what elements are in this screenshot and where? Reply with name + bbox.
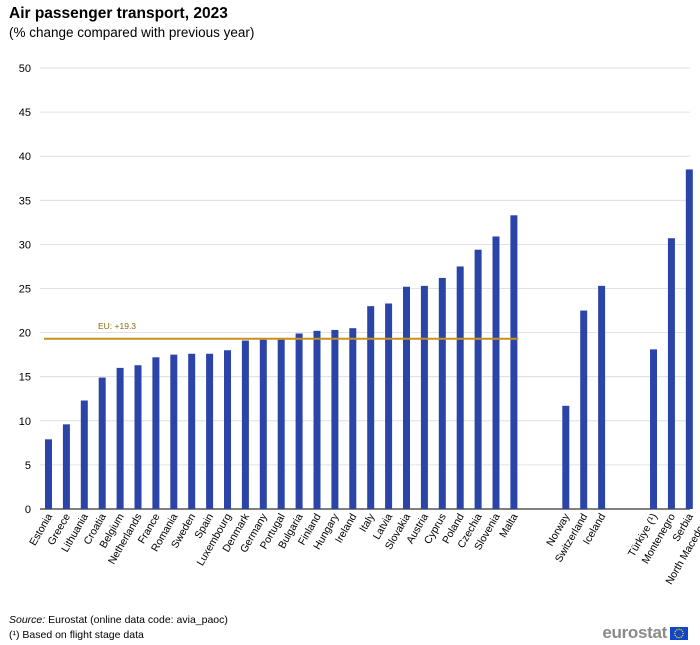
bar <box>295 333 303 509</box>
bar <box>438 277 446 509</box>
bar <box>650 349 658 509</box>
y-tick-label: 40 <box>19 151 31 163</box>
bar <box>241 340 249 509</box>
eu-flag-icon <box>670 626 688 640</box>
bar-chart: 0 5 10 15 20 25 30 35 40 45 50 EU: +19.3 EstoniaGr… <box>19 63 700 587</box>
chart-title: Air passenger transport, 2023 <box>9 5 228 22</box>
y-tick-label: 0 <box>25 504 31 516</box>
bar <box>580 310 588 509</box>
y-tick-label: 5 <box>25 460 31 472</box>
y-tick-label: 50 <box>19 63 31 75</box>
bar <box>45 439 52 509</box>
bar <box>62 424 70 509</box>
flag-star <box>676 628 678 631</box>
flag-star <box>681 630 684 632</box>
y-tick-label: 45 <box>19 107 31 119</box>
y-tick-label: 25 <box>19 284 31 296</box>
eu-reference: EU: +19.3 <box>44 321 519 340</box>
x-axis-category-labels: EstoniaGreeceLithuaniaCroatiaBelgiumNeth… <box>27 511 700 587</box>
bar <box>259 339 267 509</box>
bar <box>277 339 285 509</box>
bar <box>492 236 500 509</box>
flag-star <box>678 636 680 638</box>
bar <box>331 329 339 509</box>
bar <box>188 353 196 509</box>
y-tick-label: 15 <box>19 372 31 384</box>
flag-star <box>678 628 680 630</box>
chart-subtitle: (% change compared with previous year) <box>9 25 255 40</box>
bar <box>134 365 142 509</box>
bar <box>206 353 214 509</box>
bar <box>562 405 570 509</box>
flag-star <box>674 634 677 636</box>
flag-star <box>681 634 684 636</box>
flag-star <box>682 632 684 634</box>
bar <box>456 266 464 509</box>
y-tick-label: 20 <box>19 328 31 340</box>
flag-star <box>674 632 676 634</box>
bar <box>598 285 606 509</box>
y-tick-label: 10 <box>19 416 31 428</box>
bar <box>349 328 357 509</box>
bar <box>474 249 482 509</box>
y-axis-tick-labels: 0 5 10 15 20 25 30 35 40 45 50 <box>19 63 31 516</box>
bar <box>313 330 321 509</box>
logo-text: eurostat <box>602 623 667 642</box>
bar <box>98 377 106 509</box>
footnote: (¹) Based on flight stage data <box>9 629 144 641</box>
bar <box>667 238 675 509</box>
bar <box>224 350 231 509</box>
bar <box>152 357 160 509</box>
x-tick-label: Malta <box>497 511 520 539</box>
bar <box>385 303 393 509</box>
bar <box>80 400 88 509</box>
bar <box>420 285 428 509</box>
flag-star <box>674 630 677 632</box>
bar <box>367 306 375 509</box>
flag-star <box>676 635 678 638</box>
y-tick-label: 35 <box>19 195 31 207</box>
bar <box>116 367 124 509</box>
bar <box>685 169 693 509</box>
source-text: Eurostat (online data code: avia_paoc) <box>45 614 228 626</box>
bar <box>510 215 518 509</box>
bar <box>170 354 178 509</box>
flag-star <box>680 628 682 631</box>
y-tick-label: 30 <box>19 239 31 251</box>
eu-average-label: EU: +19.3 <box>98 321 136 331</box>
source-label: Source: <box>9 614 46 626</box>
flag-star <box>680 635 682 638</box>
source-note: Source: Eurostat (online data code: avia… <box>9 614 228 626</box>
bar <box>403 286 410 509</box>
eurostat-logo: eurostat <box>602 623 688 643</box>
bars <box>45 169 693 509</box>
